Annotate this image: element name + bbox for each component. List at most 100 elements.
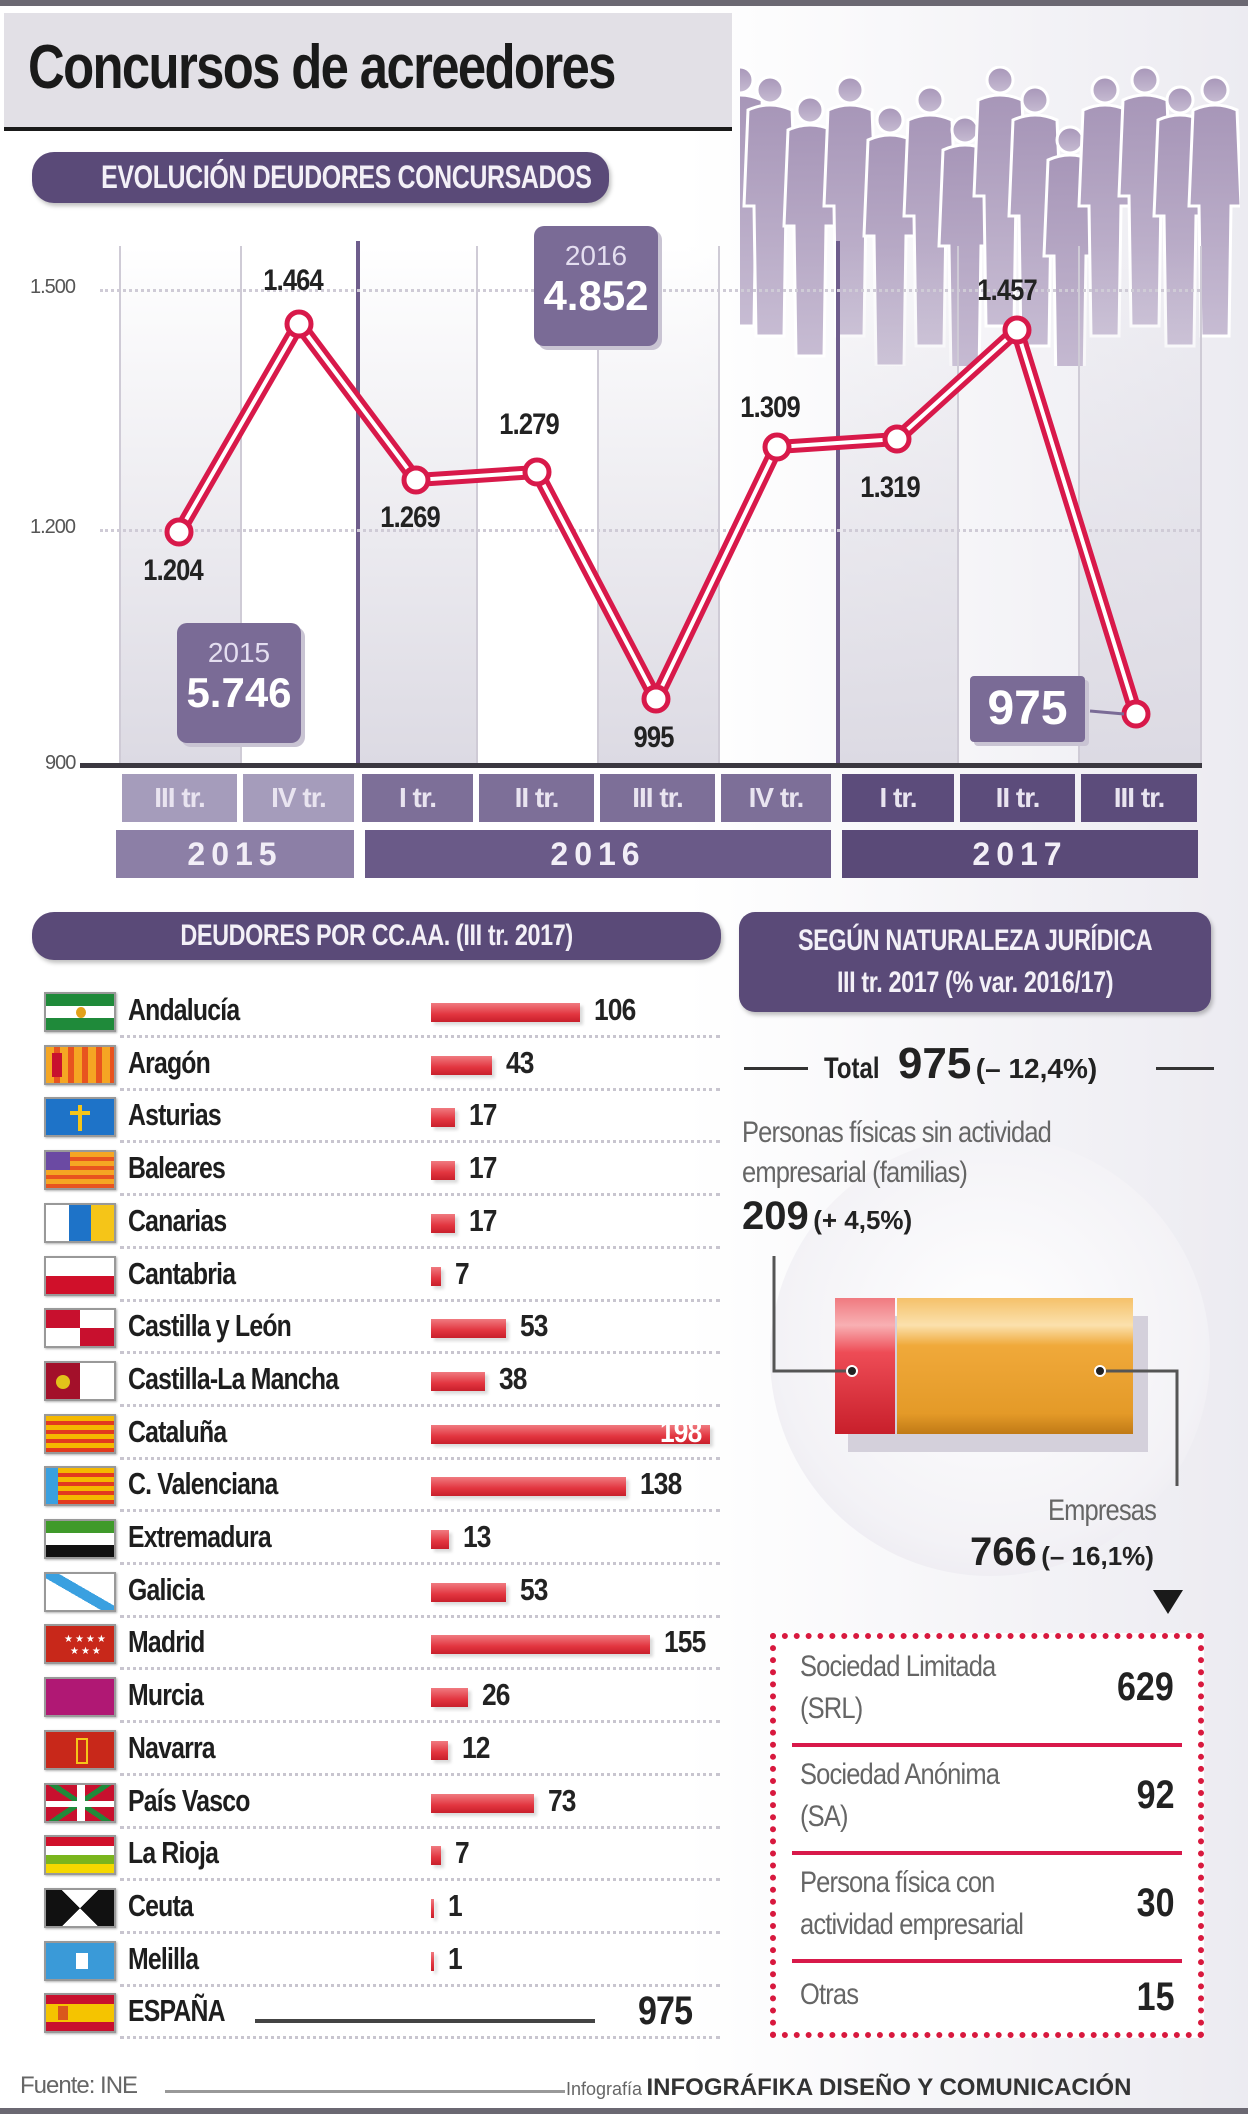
year-label-2017: 2017 (842, 830, 1198, 878)
region-name: Andalucía (128, 992, 240, 1027)
region-name: Aragón (128, 1044, 211, 1080)
familias-value-line: 209 (+ 4,5%) (742, 1194, 912, 1239)
flag-valencia-icon (44, 1466, 116, 1507)
region-value: 7 (454, 1255, 470, 1291)
quarter-label: I tr. (842, 774, 954, 822)
empresas-value: 766 (970, 1530, 1037, 1574)
y-tick-1500: 1.500 (30, 276, 76, 298)
flag-melilla-icon (44, 1940, 116, 1981)
point-label: 1.457 (977, 274, 1037, 307)
total-row: ESPAÑA 975 (40, 1987, 720, 2040)
region-row: Cataluña 198 (40, 1408, 720, 1460)
flag-clm-icon (44, 1360, 116, 1401)
region-value: 53 (519, 1308, 548, 1344)
flag-madrid-icon: ★★★★ ★★★ (44, 1624, 116, 1665)
breakdown-row: Sociedad Anónima (SA) 92 (792, 1747, 1182, 1855)
row-divider (120, 1403, 720, 1407)
legal-header-line1: SEGÚN NATURALEZA JURÍDICA (797, 924, 1153, 957)
row-divider (120, 1193, 720, 1197)
chart-column (1078, 246, 1200, 764)
row-divider (120, 1509, 720, 1513)
annual-year: 2015 (207, 637, 271, 668)
flag-navarra-icon (44, 1729, 116, 1770)
annual-total-2016: 2016 4.852 (534, 226, 658, 346)
total-value: 975 (638, 1989, 693, 2034)
evolution-section-header: EVOLUCIÓN DEUDORES CONCURSADOS (32, 152, 609, 203)
region-row: Baleares 17 (40, 1144, 720, 1197)
annual-year: 2016 (564, 240, 628, 271)
flag-rioja-icon (44, 1835, 116, 1876)
region-name: Murcia (128, 1677, 204, 1713)
row-divider (120, 1140, 720, 1144)
flag-paisvasco-icon (44, 1782, 116, 1823)
region-name: Baleares (128, 1150, 226, 1186)
column-divider (597, 246, 599, 764)
flag-baleares-icon (44, 1150, 116, 1191)
region-bar (431, 1793, 534, 1813)
quarter-label: II tr. (479, 774, 594, 822)
total-prefix: Total (824, 1052, 880, 1085)
point-label: 1.279 (499, 408, 559, 441)
region-bar (431, 1477, 626, 1497)
breakdown-value: 92 (1136, 1773, 1174, 1817)
region-name: Melilla (128, 1940, 199, 1976)
breakdown-value: 30 (1136, 1881, 1174, 1925)
page-title: Concursos de acreedores (28, 33, 616, 102)
region-row: Navarra 12 (40, 1724, 720, 1776)
column-divider (1078, 246, 1080, 764)
region-row: País Vasco 73 (40, 1777, 720, 1829)
row-divider (120, 1720, 720, 1724)
region-bar (431, 1898, 434, 1918)
y-tick-1200: 1.200 (30, 516, 76, 538)
quarter-label: IV tr. (721, 774, 831, 822)
legal-header-line2: III tr. 2017 (% var. 2016/17) (836, 966, 1114, 999)
region-row: Cantabria 7 (40, 1250, 720, 1302)
region-bar (431, 1582, 506, 1602)
region-bar (431, 1424, 711, 1444)
region-row: Canarias 17 (40, 1197, 720, 1249)
row-divider (120, 2036, 720, 2040)
breakdown-label-line2: actividad empresarial (800, 1908, 1024, 1941)
total-rule-right (1156, 1067, 1214, 1070)
year-divider (356, 241, 360, 764)
total-change: (– 12,4%) (975, 1053, 1098, 1084)
quarter-label: I tr. (362, 774, 473, 822)
flag-murcia-icon (44, 1677, 116, 1718)
quarter-label: III tr. (122, 774, 237, 822)
total-rule (255, 2019, 595, 2024)
year-label-2015: 2015 (116, 830, 354, 878)
row-divider (120, 1825, 720, 1829)
region-value: 43 (505, 1044, 534, 1080)
quarter-label: III tr. (1081, 774, 1197, 822)
region-bar (431, 1003, 581, 1022)
stacked-bar-familias-empresas (772, 1256, 1179, 1486)
credit: Infografía INFOGRÁFIKA DISEÑO Y COMUNICA… (566, 2074, 1131, 2102)
empresas-change: (– 16,1%) (1041, 1541, 1154, 1571)
flag-canarias-icon (44, 1202, 116, 1243)
region-value: 1 (448, 1887, 463, 1923)
region-row: Andalucía 106 (40, 986, 720, 1038)
point-label: 1.309 (740, 391, 800, 424)
row-divider (120, 1983, 720, 1987)
line-series (164, 309, 1151, 729)
year-label-2016: 2016 (365, 830, 831, 878)
gridline-1200 (100, 529, 1200, 532)
region-row: Castilla-La Mancha 38 (40, 1355, 720, 1407)
credit-prefix: Infografía (566, 2079, 643, 2099)
regions-header-label: DEUDORES POR CC.AA. (III tr. 2017) (180, 919, 573, 952)
region-name: C. Valenciana (128, 1466, 278, 1502)
familias-label-line2: empresarial (familias) (742, 1156, 968, 1189)
breakdown-row: Sociedad Limitada (SRL) 629 (792, 1639, 1182, 1747)
region-row: C. Valenciana 138 (40, 1460, 720, 1513)
quarter-label: III tr. (600, 774, 715, 822)
x-axis-baseline (80, 763, 1202, 768)
flag-cataluna-icon (44, 1413, 116, 1454)
row-divider (120, 1456, 720, 1460)
row-divider (120, 1245, 720, 1249)
familias-change: (+ 4,5%) (813, 1205, 913, 1235)
down-arrow-icon (1153, 1590, 1183, 1614)
total-value: 975 (897, 1039, 972, 1088)
evolution-header-label: EVOLUCIÓN DEUDORES CONCURSADOS (101, 159, 592, 195)
row-divider (120, 1772, 720, 1776)
region-bar (431, 1266, 441, 1286)
